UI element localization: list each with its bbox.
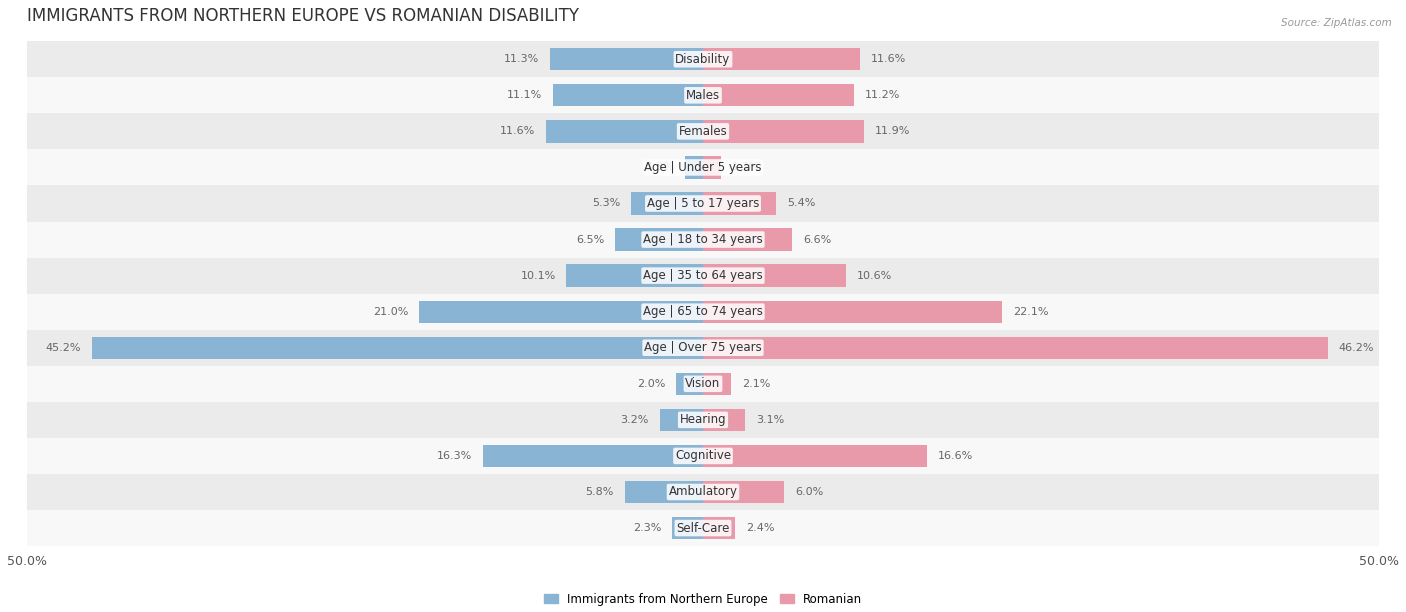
- Text: 1.3%: 1.3%: [647, 162, 675, 173]
- Bar: [703, 481, 785, 503]
- Text: 2.0%: 2.0%: [637, 379, 665, 389]
- Text: Vision: Vision: [685, 378, 721, 390]
- Text: 11.1%: 11.1%: [506, 91, 543, 100]
- Text: IMMIGRANTS FROM NORTHERN EUROPE VS ROMANIAN DISABILITY: IMMIGRANTS FROM NORTHERN EUROPE VS ROMAN…: [27, 7, 579, 25]
- Bar: [27, 77, 1379, 113]
- Text: Self-Care: Self-Care: [676, 521, 730, 534]
- Text: Hearing: Hearing: [679, 413, 727, 427]
- Text: Males: Males: [686, 89, 720, 102]
- Text: 2.1%: 2.1%: [742, 379, 770, 389]
- Text: Source: ZipAtlas.com: Source: ZipAtlas.com: [1281, 18, 1392, 28]
- Text: 11.2%: 11.2%: [865, 91, 901, 100]
- Bar: [614, 228, 703, 251]
- Text: Age | 65 to 74 years: Age | 65 to 74 years: [643, 305, 763, 318]
- Bar: [27, 294, 1379, 330]
- Bar: [482, 445, 703, 467]
- Text: 2.4%: 2.4%: [747, 523, 775, 533]
- Bar: [419, 300, 703, 323]
- Bar: [27, 438, 1379, 474]
- Text: 11.6%: 11.6%: [870, 54, 905, 64]
- Bar: [703, 192, 776, 215]
- Bar: [27, 474, 1379, 510]
- Text: Cognitive: Cognitive: [675, 449, 731, 463]
- Text: 6.5%: 6.5%: [576, 234, 605, 245]
- Text: 10.6%: 10.6%: [858, 271, 893, 281]
- Bar: [91, 337, 703, 359]
- Bar: [550, 48, 703, 70]
- Text: 2.3%: 2.3%: [633, 523, 661, 533]
- Bar: [703, 264, 846, 287]
- Bar: [703, 409, 745, 431]
- Text: 45.2%: 45.2%: [45, 343, 82, 353]
- Text: 3.2%: 3.2%: [620, 415, 650, 425]
- Bar: [27, 258, 1379, 294]
- Bar: [703, 337, 1327, 359]
- Bar: [631, 192, 703, 215]
- Bar: [27, 330, 1379, 366]
- Text: 6.6%: 6.6%: [803, 234, 831, 245]
- Text: 11.3%: 11.3%: [505, 54, 540, 64]
- Text: 1.3%: 1.3%: [731, 162, 759, 173]
- Text: 11.6%: 11.6%: [501, 126, 536, 136]
- Bar: [27, 366, 1379, 402]
- Text: Age | Over 75 years: Age | Over 75 years: [644, 341, 762, 354]
- Bar: [703, 156, 721, 179]
- Bar: [703, 373, 731, 395]
- Text: Age | 18 to 34 years: Age | 18 to 34 years: [643, 233, 763, 246]
- Bar: [567, 264, 703, 287]
- Bar: [676, 373, 703, 395]
- Bar: [703, 84, 855, 106]
- Bar: [27, 41, 1379, 77]
- Bar: [553, 84, 703, 106]
- Text: 3.1%: 3.1%: [756, 415, 785, 425]
- Bar: [27, 113, 1379, 149]
- Text: Disability: Disability: [675, 53, 731, 65]
- Bar: [27, 222, 1379, 258]
- Bar: [703, 228, 792, 251]
- Bar: [703, 300, 1002, 323]
- Text: Age | Under 5 years: Age | Under 5 years: [644, 161, 762, 174]
- Bar: [685, 156, 703, 179]
- Bar: [659, 409, 703, 431]
- Text: 11.9%: 11.9%: [875, 126, 910, 136]
- Bar: [27, 402, 1379, 438]
- Text: Age | 35 to 64 years: Age | 35 to 64 years: [643, 269, 763, 282]
- Text: 5.4%: 5.4%: [787, 198, 815, 209]
- Bar: [27, 149, 1379, 185]
- Text: 22.1%: 22.1%: [1012, 307, 1047, 316]
- Text: Age | 5 to 17 years: Age | 5 to 17 years: [647, 197, 759, 210]
- Text: 21.0%: 21.0%: [373, 307, 408, 316]
- Bar: [27, 185, 1379, 222]
- Text: 10.1%: 10.1%: [520, 271, 555, 281]
- Text: Ambulatory: Ambulatory: [668, 485, 738, 499]
- Bar: [624, 481, 703, 503]
- Text: 16.3%: 16.3%: [436, 451, 472, 461]
- Legend: Immigrants from Northern Europe, Romanian: Immigrants from Northern Europe, Romania…: [538, 588, 868, 610]
- Bar: [546, 120, 703, 143]
- Text: 46.2%: 46.2%: [1339, 343, 1374, 353]
- Text: 16.6%: 16.6%: [938, 451, 973, 461]
- Text: 6.0%: 6.0%: [794, 487, 823, 497]
- Text: 5.8%: 5.8%: [585, 487, 614, 497]
- Text: Females: Females: [679, 125, 727, 138]
- Text: 5.3%: 5.3%: [592, 198, 620, 209]
- Bar: [27, 510, 1379, 546]
- Bar: [703, 445, 928, 467]
- Bar: [703, 517, 735, 539]
- Bar: [672, 517, 703, 539]
- Bar: [703, 48, 860, 70]
- Bar: [703, 120, 863, 143]
